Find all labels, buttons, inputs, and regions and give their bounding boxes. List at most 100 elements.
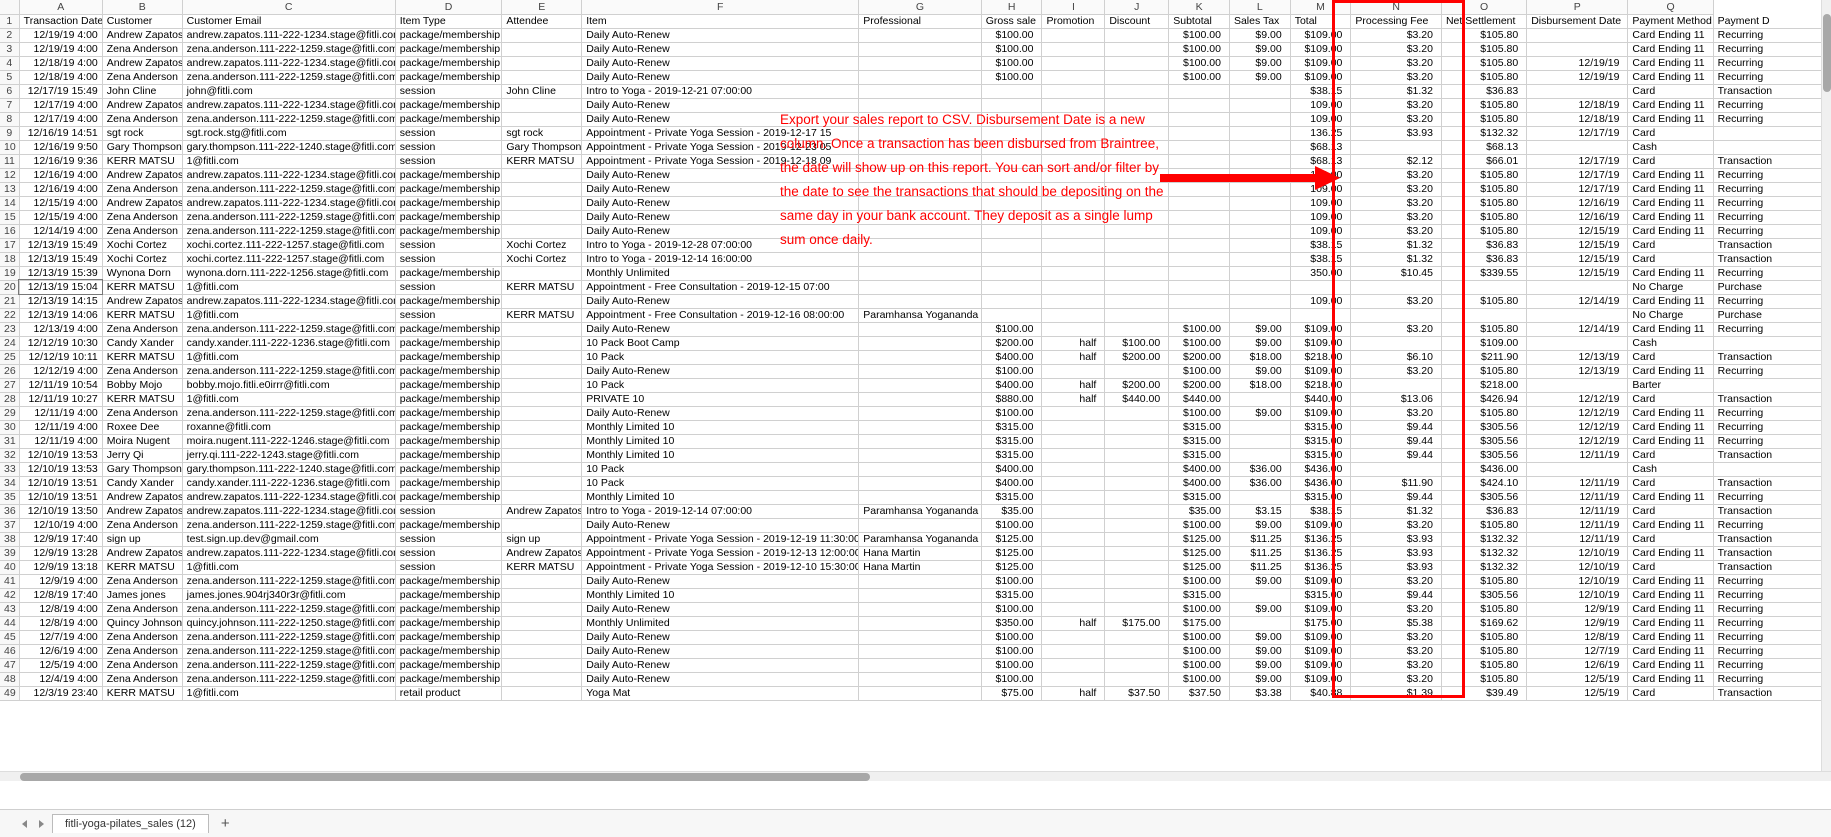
cell[interactable]: 1@fitli.com	[182, 308, 395, 322]
cell[interactable]: package/membership	[395, 406, 502, 420]
cell[interactable]: 10 Pack	[582, 476, 859, 490]
cell[interactable]	[1713, 462, 1830, 476]
cell[interactable]: 12/8/19 17:40	[19, 588, 102, 602]
cell[interactable]	[1105, 588, 1169, 602]
cell[interactable]: Transaction	[1713, 686, 1830, 700]
cell[interactable]: $36.83	[1441, 84, 1526, 98]
cell[interactable]	[1042, 504, 1105, 518]
cell[interactable]: $132.32	[1441, 532, 1526, 546]
cell[interactable]: Recurring	[1713, 182, 1830, 196]
cell[interactable]: $109.00	[1290, 672, 1351, 686]
cell[interactable]	[1105, 98, 1169, 112]
row-header[interactable]: 20	[0, 280, 19, 294]
cell[interactable]: $1.32	[1351, 238, 1442, 252]
cell[interactable]: 12/9/19	[1527, 616, 1628, 630]
cell[interactable]: Transaction	[1713, 392, 1830, 406]
cell[interactable]	[1042, 476, 1105, 490]
cell[interactable]: Promotion	[1042, 14, 1105, 28]
cell[interactable]	[859, 112, 982, 126]
row-header[interactable]: 48	[0, 672, 19, 686]
cell[interactable]: Daily Auto-Renew	[582, 644, 859, 658]
cell[interactable]: $9.00	[1229, 364, 1290, 378]
cell[interactable]: $105.80	[1441, 224, 1526, 238]
row-header[interactable]: 33	[0, 462, 19, 476]
cell[interactable]: zena.anderson.111-222-1259.stage@fitli.c…	[182, 602, 395, 616]
cell[interactable]: 12/6/19	[1527, 658, 1628, 672]
cell[interactable]	[981, 154, 1042, 168]
cell[interactable]: 1@fitli.com	[182, 350, 395, 364]
cell[interactable]: session	[395, 560, 502, 574]
cell[interactable]: No Charge	[1628, 308, 1713, 322]
cell[interactable]: $2.12	[1351, 154, 1442, 168]
cell[interactable]	[502, 210, 582, 224]
cell[interactable]: 1@fitli.com	[182, 392, 395, 406]
cell[interactable]: $218.00	[1441, 378, 1526, 392]
cell[interactable]: andrew.zapatos.111-222-1234.stage@fitli.…	[182, 294, 395, 308]
cell[interactable]	[1229, 266, 1290, 280]
cell[interactable]	[1042, 140, 1105, 154]
cell[interactable]: Daily Auto-Renew	[582, 630, 859, 644]
cell[interactable]: 10 Pack	[582, 462, 859, 476]
cell[interactable]: Recurring	[1713, 42, 1830, 56]
cell[interactable]: Andrew Zapatos	[502, 504, 582, 518]
cell[interactable]	[1105, 546, 1169, 560]
cell[interactable]: Card Ending 11	[1628, 490, 1713, 504]
cell[interactable]	[859, 588, 982, 602]
cell[interactable]: 12/17/19 4:00	[19, 112, 102, 126]
cell[interactable]: Monthly Unlimited	[582, 616, 859, 630]
cell[interactable]: moira.nugent.111-222-1246.stage@fitli.co…	[182, 434, 395, 448]
cell[interactable]	[502, 112, 582, 126]
cell[interactable]: Item	[582, 14, 859, 28]
cell[interactable]: Transaction	[1713, 350, 1830, 364]
cell[interactable]	[1229, 448, 1290, 462]
cell[interactable]: $9.00	[1229, 28, 1290, 42]
cell[interactable]	[981, 140, 1042, 154]
cell[interactable]	[1169, 252, 1230, 266]
cell[interactable]: $125.00	[1169, 532, 1230, 546]
cell[interactable]: $105.80	[1441, 42, 1526, 56]
cell[interactable]: $3.20	[1351, 182, 1442, 196]
row-header[interactable]: 40	[0, 560, 19, 574]
cell[interactable]	[859, 616, 982, 630]
cell[interactable]: Zena Anderson	[102, 630, 182, 644]
cell[interactable]: $100.00	[981, 56, 1042, 70]
cell[interactable]	[1229, 196, 1290, 210]
cell[interactable]: 109.00	[1290, 98, 1351, 112]
cell[interactable]: $100.00	[981, 658, 1042, 672]
cell[interactable]: $3.93	[1351, 126, 1442, 140]
cell[interactable]: andrew.zapatos.111-222-1234.stage@fitli.…	[182, 28, 395, 42]
cell[interactable]	[1042, 532, 1105, 546]
cell[interactable]: Card Ending 11	[1628, 182, 1713, 196]
row-header[interactable]: 8	[0, 112, 19, 126]
vertical-scrollbar[interactable]	[1821, 0, 1831, 771]
cell[interactable]	[1351, 140, 1442, 154]
row-header[interactable]: 14	[0, 196, 19, 210]
cell[interactable]: Discount	[1105, 14, 1169, 28]
cell[interactable]: session	[395, 238, 502, 252]
cell[interactable]: $18.00	[1229, 378, 1290, 392]
cell[interactable]	[1105, 154, 1169, 168]
cell[interactable]: Card Ending 11	[1628, 616, 1713, 630]
cell[interactable]	[1713, 126, 1830, 140]
cell[interactable]	[502, 658, 582, 672]
cell[interactable]	[859, 686, 982, 700]
cell[interactable]: package/membership	[395, 98, 502, 112]
cell[interactable]: Daily Auto-Renew	[582, 168, 859, 182]
cell[interactable]: $109.00	[1290, 336, 1351, 350]
cell[interactable]	[502, 224, 582, 238]
cell[interactable]: $175.00	[1290, 616, 1351, 630]
cell[interactable]: 12/13/19 15:49	[19, 238, 102, 252]
cell[interactable]: $1.32	[1351, 252, 1442, 266]
cell[interactable]	[859, 644, 982, 658]
cell[interactable]: Card Ending 11	[1628, 588, 1713, 602]
cell[interactable]: 12/9/19 13:28	[19, 546, 102, 560]
cell[interactable]	[1105, 140, 1169, 154]
cell[interactable]: zena.anderson.111-222-1259.stage@fitli.c…	[182, 322, 395, 336]
cell[interactable]: Recurring	[1713, 266, 1830, 280]
row-header[interactable]: 22	[0, 308, 19, 322]
cell[interactable]: Zena Anderson	[102, 672, 182, 686]
cell[interactable]	[981, 266, 1042, 280]
cell[interactable]: $436.00	[1441, 462, 1526, 476]
cell[interactable]: $9.00	[1229, 406, 1290, 420]
cell[interactable]: Card Ending 11	[1628, 266, 1713, 280]
